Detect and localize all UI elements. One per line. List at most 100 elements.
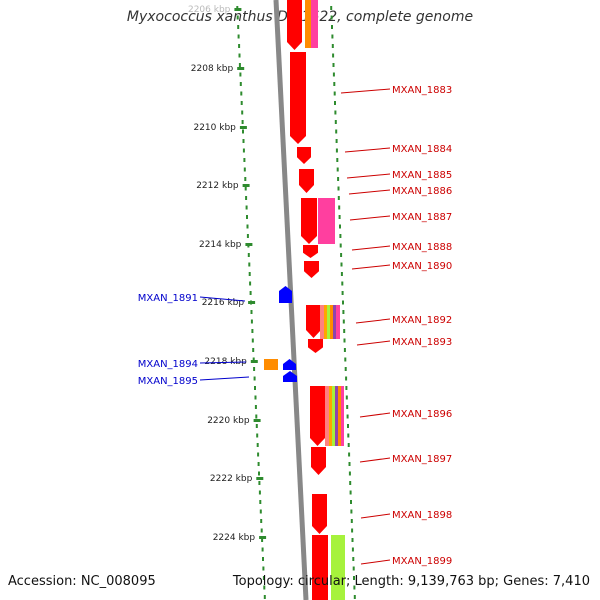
gene-label: MXAN_1893 (392, 337, 452, 348)
dot-left-inner (262, 566, 265, 571)
dot-right-outer (345, 376, 348, 381)
dot-left-inner (259, 500, 262, 504)
gene-feature (332, 386, 335, 446)
gene-feature (312, 535, 328, 600)
dot-right-outer (345, 395, 348, 400)
gene-label: MXAN_1897 (392, 454, 452, 465)
dot-right-outer (332, 53, 335, 58)
dot-right-outer (339, 243, 342, 248)
dot-left-inner (250, 319, 253, 324)
dot-left-inner (261, 538, 264, 542)
ruler-tick (242, 184, 250, 187)
ruler-tick (259, 536, 267, 539)
dot-right-outer (334, 110, 337, 115)
dot-left-inner (252, 348, 255, 352)
label-leader-line (360, 559, 391, 565)
gene-label: MXAN_1894 (138, 359, 198, 370)
dot-right-outer (335, 148, 338, 153)
gene-feature (311, 447, 326, 475)
dot-left-inner (245, 196, 248, 200)
gene-label: MXAN_1888 (392, 242, 452, 253)
label-leader-line (199, 361, 247, 364)
dot-left-inner (237, 25, 240, 29)
ruler-label: 2216 kbp (202, 298, 245, 308)
dot-left-inner (238, 53, 241, 58)
dot-right-outer (338, 215, 341, 219)
gene-label: MXAN_1883 (392, 85, 452, 96)
dot-left-inner (258, 481, 261, 485)
dot-left-inner (236, 15, 239, 20)
dot-left-inner (245, 205, 248, 210)
dot-left-inner (254, 386, 256, 390)
gene-feature (297, 147, 311, 164)
gene-feature (331, 535, 345, 600)
ruler-label: 2210 kbp (193, 123, 236, 133)
dot-left-inner (257, 452, 260, 457)
accession-text: Accession: NC_008095 (8, 574, 156, 589)
ruler-tick (256, 477, 264, 480)
gene-feature (290, 52, 306, 144)
dot-right-outer (346, 414, 349, 419)
dot-left-inner (237, 34, 240, 39)
ruler-tick (248, 301, 256, 304)
dot-left-inner (253, 367, 256, 371)
dot-left-inner (257, 462, 260, 466)
gene-feature (306, 305, 321, 338)
dot-right-outer (349, 490, 352, 495)
dot-left-inner (256, 433, 259, 438)
dot-left-inner (246, 234, 249, 238)
dot-right-outer (353, 595, 356, 599)
dot-left-inner (241, 120, 244, 124)
label-leader-line (340, 88, 391, 94)
dot-right-outer (331, 44, 334, 48)
dot-right-outer (342, 310, 345, 314)
gene-feature (304, 261, 319, 278)
dot-right-outer (335, 139, 338, 143)
dot-right-outer (348, 471, 351, 476)
ruler-label: 2214 kbp (199, 240, 242, 250)
dot-right-outer (340, 272, 343, 276)
label-leader-line (348, 189, 391, 195)
dot-right-outer (352, 566, 355, 571)
label-leader-line (199, 376, 250, 381)
gene-label: MXAN_1895 (138, 376, 198, 387)
dot-right-outer (337, 177, 340, 181)
dot-left-inner (239, 82, 242, 86)
dot-left-inner (260, 519, 263, 523)
dot-right-outer (330, 6, 333, 10)
gene-label: MXAN_1898 (392, 510, 452, 521)
dot-left-inner (260, 528, 263, 533)
dot-right-outer (336, 158, 339, 162)
dot-left-inner (239, 72, 242, 77)
dot-left-inner (259, 509, 262, 514)
dot-left-inner (248, 272, 251, 276)
gene-feature (320, 305, 324, 339)
gene-feature (329, 386, 332, 446)
dot-left-inner (249, 291, 252, 295)
gene-feature (312, 494, 327, 534)
gene-feature (338, 386, 341, 446)
gene-label: MXAN_1887 (392, 212, 452, 223)
dot-right-outer (336, 167, 339, 172)
gene-feature (325, 386, 329, 446)
ruler-ticks: 2206 kbp 2208 kbp 2210 kbp 2212 kbp 2214 kbp… (188, 5, 267, 543)
genome-summary-text: Topology: circular; Length: 9,139,763 bp… (232, 574, 590, 589)
dot-right-outer (334, 120, 337, 124)
dot-right-outer (345, 386, 348, 390)
dot-right-outer (350, 500, 352, 504)
ruler-label: 2222 kbp (210, 474, 253, 484)
dot-right-outer (353, 585, 356, 590)
dot-left-inner (238, 44, 241, 48)
ruler-tick (234, 8, 242, 11)
gene-label: MXAN_1886 (392, 186, 452, 197)
ruler-tick (239, 126, 247, 129)
gene-label: MXAN_1885 (392, 170, 452, 181)
dot-right-outer (332, 63, 335, 67)
gene-feature (264, 359, 278, 370)
dot-right-outer (350, 509, 353, 514)
gene-feature (324, 305, 327, 339)
dot-right-outer (353, 576, 355, 580)
dot-right-outer (347, 424, 349, 428)
dot-left-inner (246, 224, 249, 229)
dot-right-outer (348, 452, 351, 457)
